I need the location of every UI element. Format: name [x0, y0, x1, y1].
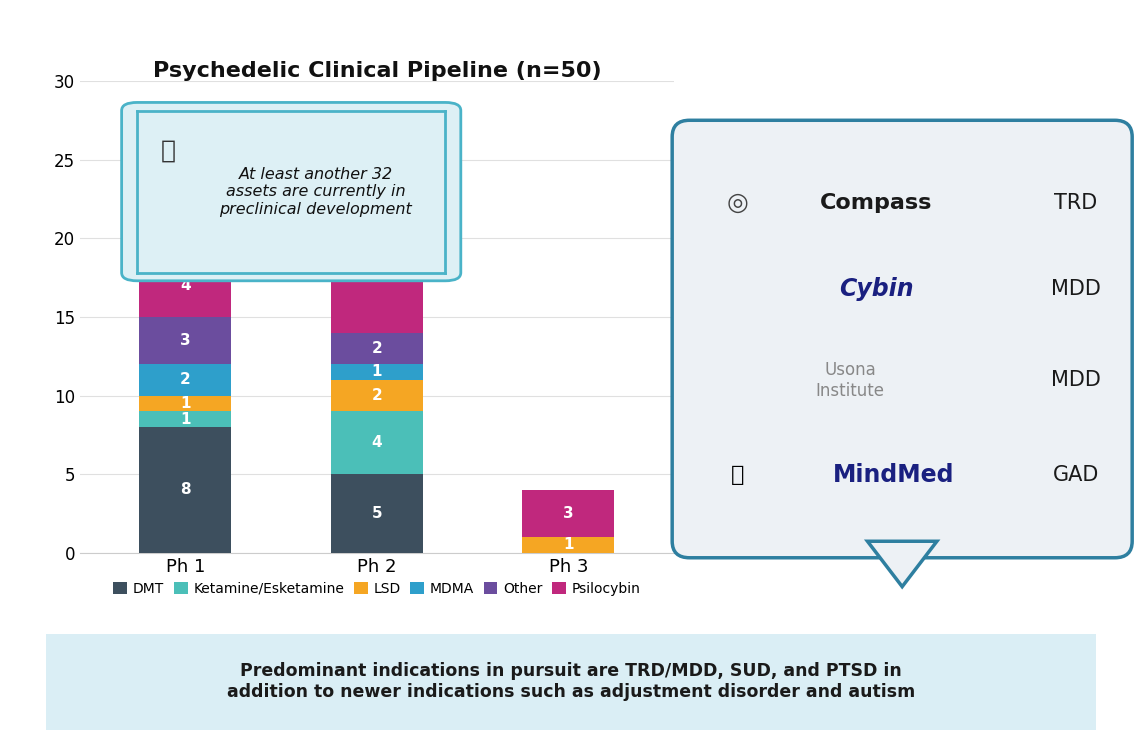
Bar	[139, 254, 232, 317]
Text: 8: 8	[180, 482, 191, 497]
FancyBboxPatch shape	[30, 637, 1112, 727]
Title: Psychedelic Clinical Pipeline (n=50): Psychedelic Clinical Pipeline (n=50)	[153, 61, 601, 81]
Text: Cybin: Cybin	[839, 278, 914, 301]
Text: 1: 1	[371, 364, 383, 380]
Text: 2: 2	[371, 340, 383, 356]
Bar	[331, 411, 423, 474]
Text: 1: 1	[563, 537, 573, 553]
Text: TRD: TRD	[1054, 193, 1097, 213]
Text: 🧠: 🧠	[731, 465, 743, 485]
Bar	[139, 427, 232, 553]
Text: ⏱: ⏱	[160, 139, 176, 163]
Text: 4: 4	[371, 435, 383, 450]
Text: 2: 2	[371, 388, 383, 403]
Text: Predominant indications in pursuit are TRD/MDD, SUD, and PTSD in
addition to new: Predominant indications in pursuit are T…	[227, 663, 915, 701]
FancyBboxPatch shape	[673, 120, 1132, 558]
Bar	[139, 396, 232, 411]
Text: MDD: MDD	[1051, 370, 1101, 391]
Bar	[139, 364, 232, 396]
FancyBboxPatch shape	[121, 102, 461, 281]
Text: 5: 5	[371, 506, 383, 521]
Text: 1: 1	[180, 396, 191, 411]
Text: GAD: GAD	[1053, 465, 1099, 485]
Bar	[139, 317, 232, 364]
Text: Compass: Compass	[820, 193, 932, 213]
Bar	[331, 128, 423, 332]
Bar	[331, 364, 423, 380]
Text: 1: 1	[180, 411, 191, 427]
Text: 13: 13	[367, 223, 387, 238]
Bar	[331, 380, 423, 411]
Text: 4: 4	[180, 278, 191, 293]
Bar	[331, 474, 423, 553]
Text: MindMed: MindMed	[833, 464, 955, 487]
Text: 2: 2	[180, 372, 191, 388]
Bar	[522, 537, 614, 553]
Text: At least another 32
assets are currently in
preclinical development: At least another 32 assets are currently…	[219, 167, 412, 217]
Polygon shape	[868, 541, 936, 587]
Text: 3: 3	[180, 333, 191, 348]
Bar	[522, 490, 614, 537]
Bar	[139, 411, 232, 427]
Text: Usona
Institute: Usona Institute	[815, 361, 885, 399]
Text: ◎: ◎	[726, 191, 748, 214]
Legend: DMT, Ketamine/Esketamine, LSD, MDMA, Other, Psilocybin: DMT, Ketamine/Esketamine, LSD, MDMA, Oth…	[107, 576, 646, 601]
Bar	[331, 332, 423, 364]
Text: MDD: MDD	[1051, 279, 1101, 299]
Text: 3: 3	[563, 506, 573, 521]
